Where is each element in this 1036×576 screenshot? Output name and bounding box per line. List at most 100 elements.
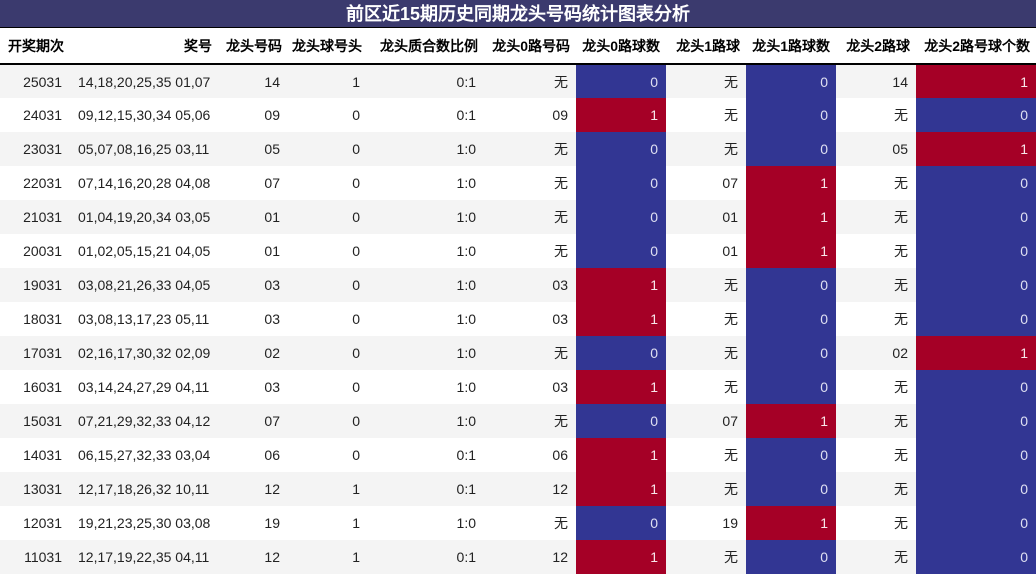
table-row: 24031 09,12,15,30,34 05,06 09 0 0:1 09 1 无 0 无 0 — [0, 98, 1036, 132]
numbers-cell: 09,12,15,30,34 05,06 — [78, 107, 211, 123]
period-cell: 11031 — [0, 540, 70, 574]
route1-count-cell: 0 — [746, 540, 836, 574]
route0-count-cell: 1 — [576, 302, 666, 336]
head-digit-cell: 1 — [288, 540, 368, 574]
route0-count-cell: 1 — [576, 540, 666, 574]
period-cell: 14031 — [23, 447, 62, 463]
route2-ball-cell: 14 — [836, 64, 916, 98]
route1-ball-cell: 无 — [724, 107, 738, 123]
head-number-cell: 12 — [218, 472, 288, 506]
route2-ball-cell: 无 — [894, 175, 908, 191]
period-cell: 21031 — [0, 200, 70, 234]
route2-ball-cell: 无 — [836, 200, 916, 234]
ratio-cell: 0:1 — [456, 447, 476, 463]
header-route1-count: 龙头1路球数 — [746, 28, 836, 65]
route1-count-cell: 0 — [746, 472, 836, 506]
period-cell: 15031 — [0, 404, 70, 438]
ratio-cell: 1:0 — [456, 311, 476, 327]
head-digit-cell: 0 — [352, 311, 360, 327]
table-row: 20031 01,02,05,15,21 04,05 01 0 1:0 无 0 01 1 无 0 — [0, 234, 1036, 268]
head-number-cell: 07 — [218, 404, 288, 438]
route2-ball-cell: 无 — [894, 243, 908, 259]
route0-number-cell: 03 — [484, 268, 576, 302]
stats-table: 开奖期次 奖号 龙头号码 龙头球号头 龙头质合数比例 龙头0路号码 龙头0路球数… — [0, 28, 1036, 574]
route1-ball-cell: 无 — [724, 447, 738, 463]
header-head-number: 龙头号码 — [218, 28, 288, 65]
route1-count-cell: 0 — [746, 438, 836, 472]
numbers-cell: 06,15,27,32,33 03,04 — [78, 447, 211, 463]
head-digit-cell: 0 — [288, 404, 368, 438]
route2-count-cell: 0 — [916, 98, 1036, 132]
ratio-cell: 1:0 — [456, 379, 476, 395]
route2-ball-cell: 无 — [894, 515, 908, 531]
head-digit-cell: 0 — [352, 243, 360, 259]
numbers-cell: 07,21,29,32,33 04,12 — [70, 404, 218, 438]
route2-count-cell: 0 — [916, 540, 1036, 574]
period-cell: 19031 — [0, 268, 70, 302]
route0-count-cell: 0 — [576, 404, 666, 438]
head-digit-cell: 0 — [288, 132, 368, 166]
route2-count-cell: 1 — [916, 132, 1036, 166]
route0-count-cell: 0 — [576, 336, 666, 370]
table-row: 18031 03,08,13,17,23 05,11 03 0 1:0 03 1 无 0 无 0 — [0, 302, 1036, 336]
numbers-cell: 05,07,08,16,25 03,11 — [70, 132, 218, 166]
route1-count-cell: 0 — [746, 132, 836, 166]
table-row: 23031 05,07,08,16,25 03,11 05 0 1:0 无 0 无 0 05 1 — [0, 132, 1036, 166]
period-cell: 16031 — [23, 379, 62, 395]
route0-count-cell: 1 — [576, 438, 666, 472]
table-row: 25031 14,18,20,25,35 01,07 14 1 0:1 无 0 无 0 14 1 — [0, 64, 1036, 98]
head-digit-cell: 0 — [352, 175, 360, 191]
route0-number-cell: 无 — [554, 515, 568, 531]
numbers-cell: 03,08,21,26,33 04,05 — [70, 268, 218, 302]
head-digit-cell: 0 — [352, 447, 360, 463]
header-route2-count: 龙头2路号球个数 — [916, 28, 1036, 65]
header-numbers: 奖号 — [70, 28, 218, 65]
period-cell: 24031 — [23, 107, 62, 123]
route2-count-cell: 0 — [916, 404, 1036, 438]
ratio-cell: 1:0 — [456, 175, 476, 191]
route1-count-cell: 0 — [746, 370, 836, 404]
route0-count-cell: 0 — [576, 132, 666, 166]
ratio-cell: 1:0 — [456, 243, 476, 259]
table-row: 17031 02,16,17,30,32 02,09 02 0 1:0 无 0 无 0 02 1 — [0, 336, 1036, 370]
head-digit-cell: 0 — [288, 336, 368, 370]
head-number-cell: 14 — [218, 64, 288, 98]
header-route2-ball: 龙头2路球 — [836, 28, 916, 65]
route0-number-cell: 12 — [484, 472, 576, 506]
numbers-cell: 02,16,17,30,32 02,09 — [70, 336, 218, 370]
head-digit-cell: 1 — [352, 515, 360, 531]
table-row: 19031 03,08,21,26,33 04,05 03 0 1:0 03 1 无 0 无 0 — [0, 268, 1036, 302]
numbers-cell: 14,18,20,25,35 01,07 — [70, 64, 218, 98]
ratio-cell: 0:1 — [368, 64, 484, 98]
table-row: 21031 01,04,19,20,34 03,05 01 0 1:0 无 0 01 1 无 0 — [0, 200, 1036, 234]
head-digit-cell: 1 — [288, 472, 368, 506]
route1-count-cell: 0 — [746, 302, 836, 336]
header-period: 开奖期次 — [0, 28, 70, 65]
numbers-cell: 03,08,13,17,23 05,11 — [78, 311, 210, 327]
header-route0-count: 龙头0路球数 — [576, 28, 666, 65]
period-cell: 25031 — [0, 64, 70, 98]
head-number-cell: 05 — [218, 132, 288, 166]
route2-count-cell: 0 — [916, 370, 1036, 404]
route2-count-cell: 0 — [916, 438, 1036, 472]
period-cell: 17031 — [0, 336, 70, 370]
route2-ball-cell: 无 — [836, 540, 916, 574]
head-digit-cell: 1 — [288, 64, 368, 98]
route0-count-cell: 1 — [576, 98, 666, 132]
head-number-cell: 03 — [218, 268, 288, 302]
route0-number-cell: 06 — [552, 447, 568, 463]
route1-count-cell: 0 — [746, 336, 836, 370]
ratio-cell: 1:0 — [368, 200, 484, 234]
route1-ball-cell: 无 — [666, 472, 746, 506]
route1-ball-cell: 01 — [666, 200, 746, 234]
route2-count-cell: 1 — [916, 64, 1036, 98]
route0-number-cell: 无 — [484, 200, 576, 234]
numbers-cell: 01,02,05,15,21 04,05 — [78, 243, 211, 259]
route1-ball-cell: 19 — [722, 515, 738, 531]
route0-count-cell: 1 — [576, 472, 666, 506]
route0-count-cell: 0 — [576, 200, 666, 234]
table-row: 14031 06,15,27,32,33 03,04 06 0 0:1 06 1 无 0 无 0 — [0, 438, 1036, 472]
head-digit-cell: 0 — [352, 107, 360, 123]
route2-count-cell: 0 — [916, 506, 1036, 540]
route0-count-cell: 0 — [576, 506, 666, 540]
